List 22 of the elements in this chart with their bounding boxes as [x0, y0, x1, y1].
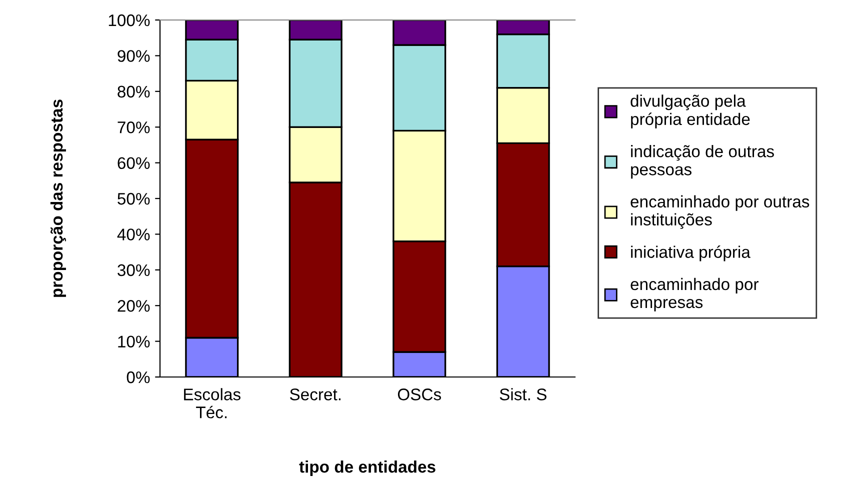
- x-tick-label: OSCs: [398, 388, 441, 400]
- legend-label: encaminhado por empresas: [630, 278, 759, 312]
- x-tick-label: Escolas Téc.: [184, 388, 240, 418]
- x-tick-label: Sist. S: [500, 388, 546, 400]
- y-tick-label: 0%: [126, 371, 150, 384]
- y-tick-label: 30%: [118, 264, 150, 276]
- legend-label: iniciativa própria: [631, 246, 750, 262]
- y-tick-label: 20%: [118, 300, 150, 312]
- y-tick-label: 100%: [108, 14, 150, 26]
- y-tick-label: 70%: [118, 122, 150, 134]
- y-tick-label: 90%: [118, 50, 150, 62]
- legend-label: divulgação pela própria entidade: [630, 94, 750, 128]
- legend-label: indicação de outras pessoas: [631, 145, 774, 179]
- x-axis-title: tipo de entidades: [299, 460, 436, 476]
- y-tick-label: 80%: [118, 86, 150, 98]
- x-tick-label: Secret.: [290, 388, 341, 400]
- y-tick-label: 10%: [118, 336, 150, 348]
- y-tick-label: 50%: [118, 192, 150, 205]
- y-axis-title: proporção das respostas: [50, 100, 66, 297]
- legend-label: encaminhado por outras instituições: [630, 195, 810, 229]
- y-tick-label: 40%: [117, 228, 150, 240]
- y-tick-label: 60%: [118, 157, 150, 170]
